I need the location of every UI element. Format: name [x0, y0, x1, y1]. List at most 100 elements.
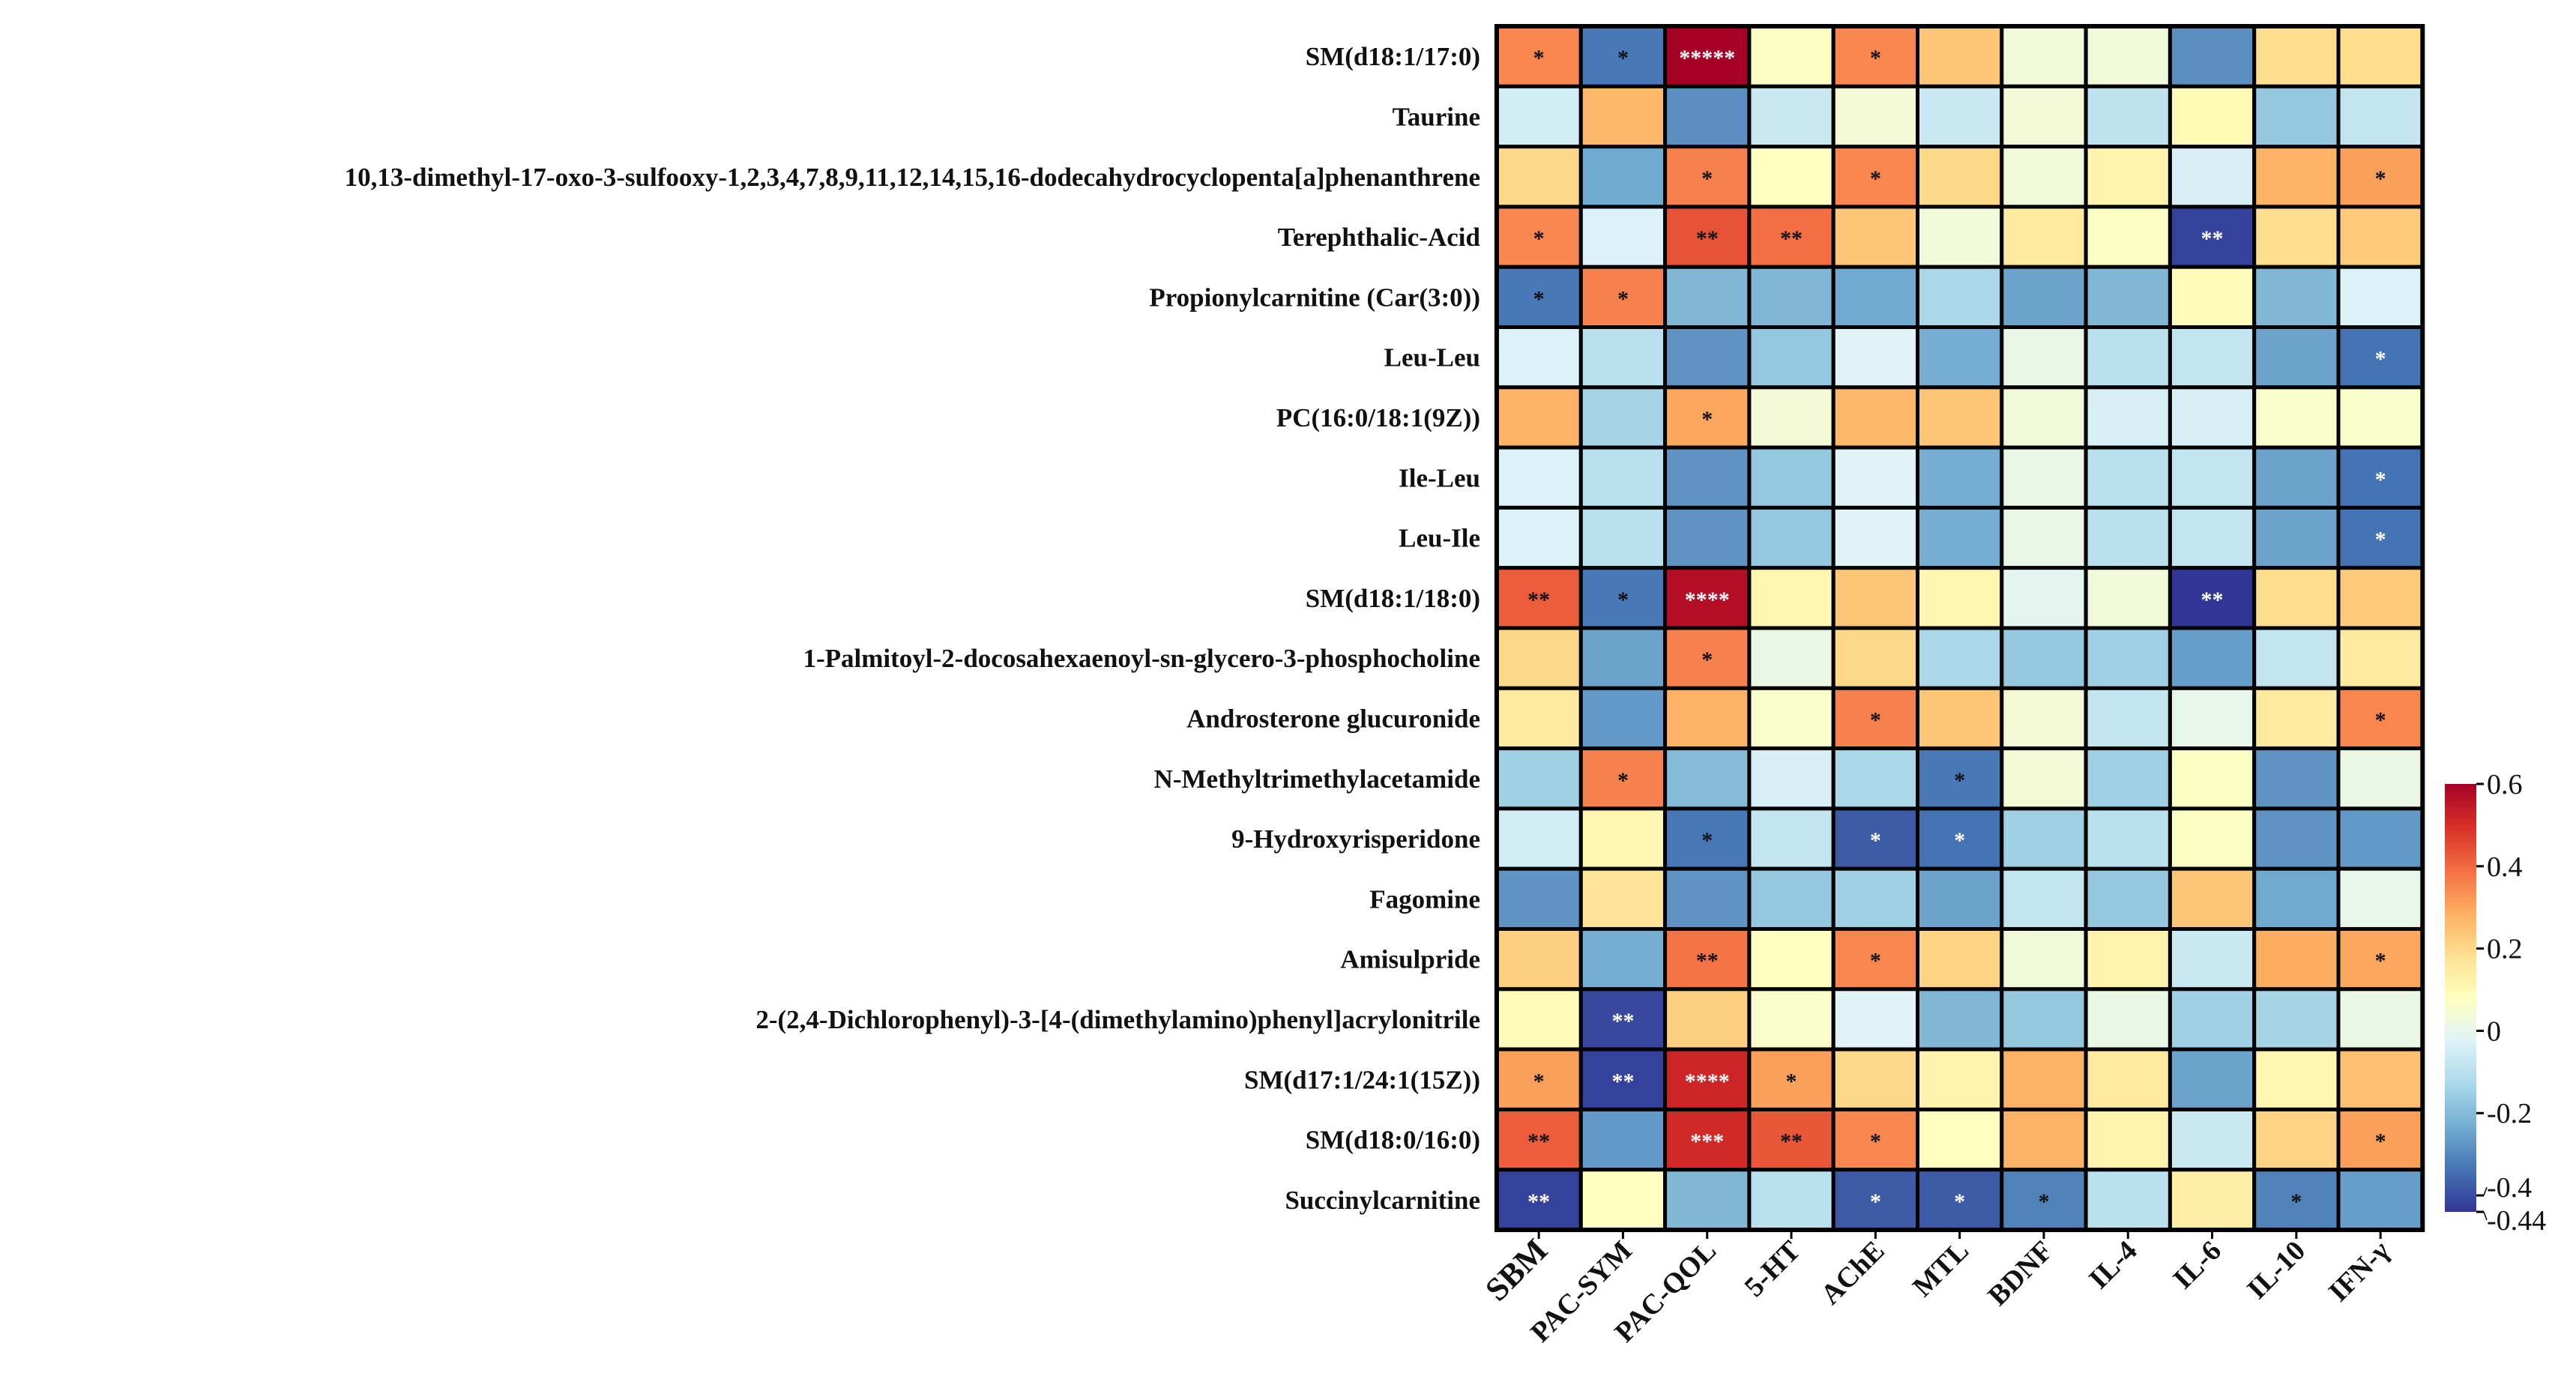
heatmap-cell: [2084, 806, 2172, 871]
heatmap-cell: [1663, 987, 1752, 1051]
heatmap-cell: [1747, 445, 1836, 510]
heatmap-cell: [1747, 265, 1836, 330]
heatmap-cell: [1494, 445, 1583, 510]
row-label: 1-Palmitoyl-2-docosahexaenoyl-sn-glycero…: [803, 644, 1480, 673]
heatmap-cell: [2336, 24, 2425, 88]
heatmap-cell: [2084, 987, 2172, 1051]
heatmap-cell: [2000, 385, 2088, 450]
colorbar-tick-leader: [2483, 1186, 2488, 1196]
significance-label: *: [1786, 1069, 1797, 1093]
significance-label: **: [2201, 226, 2224, 251]
significance-label: *: [2375, 528, 2386, 552]
heatmap-cell: [1494, 505, 1583, 570]
significance-label: **: [2201, 588, 2224, 612]
row-label: Succinylcarnitine: [1285, 1186, 1480, 1215]
heatmap-cell: [2336, 84, 2425, 149]
heatmap-cell: [1494, 927, 1583, 992]
heatmap-cell: [1747, 84, 1836, 149]
significance-label: *: [1617, 286, 1629, 311]
heatmap-cell: [2252, 445, 2341, 510]
row-label: 2-(2,4-Dichlorophenyl)-3-[4-(dimethylami…: [755, 1005, 1480, 1034]
heatmap-cell: [1916, 325, 2004, 390]
row-label: SM(d18:1/18:0): [1306, 584, 1480, 613]
heatmap-cell: [2336, 866, 2425, 931]
significance-label: *: [1870, 707, 1881, 732]
heatmap-cell: [1916, 84, 2004, 149]
heatmap-cell: [2000, 24, 2088, 88]
heatmap-cell: [2252, 1047, 2341, 1111]
heatmap-cell: [1747, 866, 1836, 931]
significance-label: *: [1533, 46, 1545, 70]
heatmap-cell: [1494, 806, 1583, 871]
heatmap-cell: [2168, 987, 2257, 1051]
colorbar-tick-label: 0.2: [2487, 934, 2523, 965]
heatmap-cell: [2000, 1107, 2088, 1172]
heatmap-cell: [1578, 927, 1668, 992]
significance-label: **: [1611, 1069, 1634, 1093]
heatmap-cell: [2168, 505, 2257, 570]
row-label: Leu-Leu: [1384, 343, 1480, 372]
heatmap-cell: [1578, 566, 1668, 630]
heatmap-cell: [2252, 746, 2341, 811]
significance-label: *: [1870, 1189, 1881, 1214]
heatmap-cell: [2336, 505, 2425, 570]
heatmap-cell: [1578, 626, 1668, 690]
heatmap-cell: [2336, 987, 2425, 1051]
heatmap-cell: [1494, 746, 1583, 811]
heatmap-cell: [1494, 325, 1583, 390]
heatmap-cell: [2000, 505, 2088, 570]
heatmap-cell: [2168, 145, 2257, 209]
column-label: IL-10: [2241, 1235, 2311, 1306]
column-label: IL-4: [2083, 1235, 2143, 1295]
significance-label: *: [1870, 949, 1881, 974]
significance-label: *: [1954, 768, 1965, 793]
significance-label: **: [1780, 226, 1803, 251]
heatmap-cell: [1747, 1168, 1836, 1232]
heatmap-cell: [1831, 866, 1919, 931]
heatmap-cell: [2168, 1107, 2257, 1172]
heatmap-cell: [1916, 445, 2004, 510]
heatmap-cell: [2252, 325, 2341, 390]
heatmap-cell: [2084, 325, 2172, 390]
heatmap-cell: [2084, 445, 2172, 510]
heatmap-cell: [1831, 205, 1919, 269]
significance-label: **: [1527, 1189, 1550, 1214]
heatmap-cell: [2168, 746, 2257, 811]
heatmap-cell: [1747, 686, 1836, 751]
heatmap-cell: [2252, 84, 2341, 149]
column-label: IL-6: [2167, 1235, 2227, 1295]
heatmap-cell: [2336, 746, 2425, 811]
significance-label: **: [1527, 588, 1550, 612]
heatmap-cell: [1747, 145, 1836, 209]
significance-label: *: [1954, 1189, 1965, 1214]
heatmap-cell: [1494, 626, 1583, 690]
significance-label: *: [1701, 648, 1713, 672]
heatmap-cell: [2084, 385, 2172, 450]
column-label: SBM: [1478, 1231, 1554, 1308]
colorbar-tick-label: 0.6: [2487, 769, 2523, 800]
heatmap-cell: [1494, 686, 1583, 751]
heatmap-cell: [2000, 746, 2088, 811]
heatmap-cell: [2000, 205, 2088, 269]
heatmap-cell: [2336, 1168, 2425, 1232]
significance-label: *: [1533, 1069, 1545, 1093]
heatmap-cell: [2168, 866, 2257, 931]
heatmap-cell: [2000, 265, 2088, 330]
heatmap-cell: [1663, 866, 1752, 931]
heatmap-cell: [2336, 1047, 2425, 1111]
significance-label: ****: [1685, 588, 1730, 612]
heatmap-cell: [2084, 84, 2172, 149]
heatmap-cell: [2168, 265, 2257, 330]
heatmap-cell: [2000, 806, 2088, 871]
heatmap-cell: [2252, 145, 2341, 209]
heatmap-cell: [1747, 205, 1836, 269]
row-label: Leu-Ile: [1399, 524, 1480, 553]
heatmap-cell: [1663, 1047, 1752, 1111]
heatmap-cell: [2168, 806, 2257, 871]
significance-label: *: [1617, 46, 1629, 70]
heatmap-cell: [1494, 145, 1583, 209]
heatmap-cell: [1916, 385, 2004, 450]
heatmap-cell: [1578, 686, 1668, 751]
